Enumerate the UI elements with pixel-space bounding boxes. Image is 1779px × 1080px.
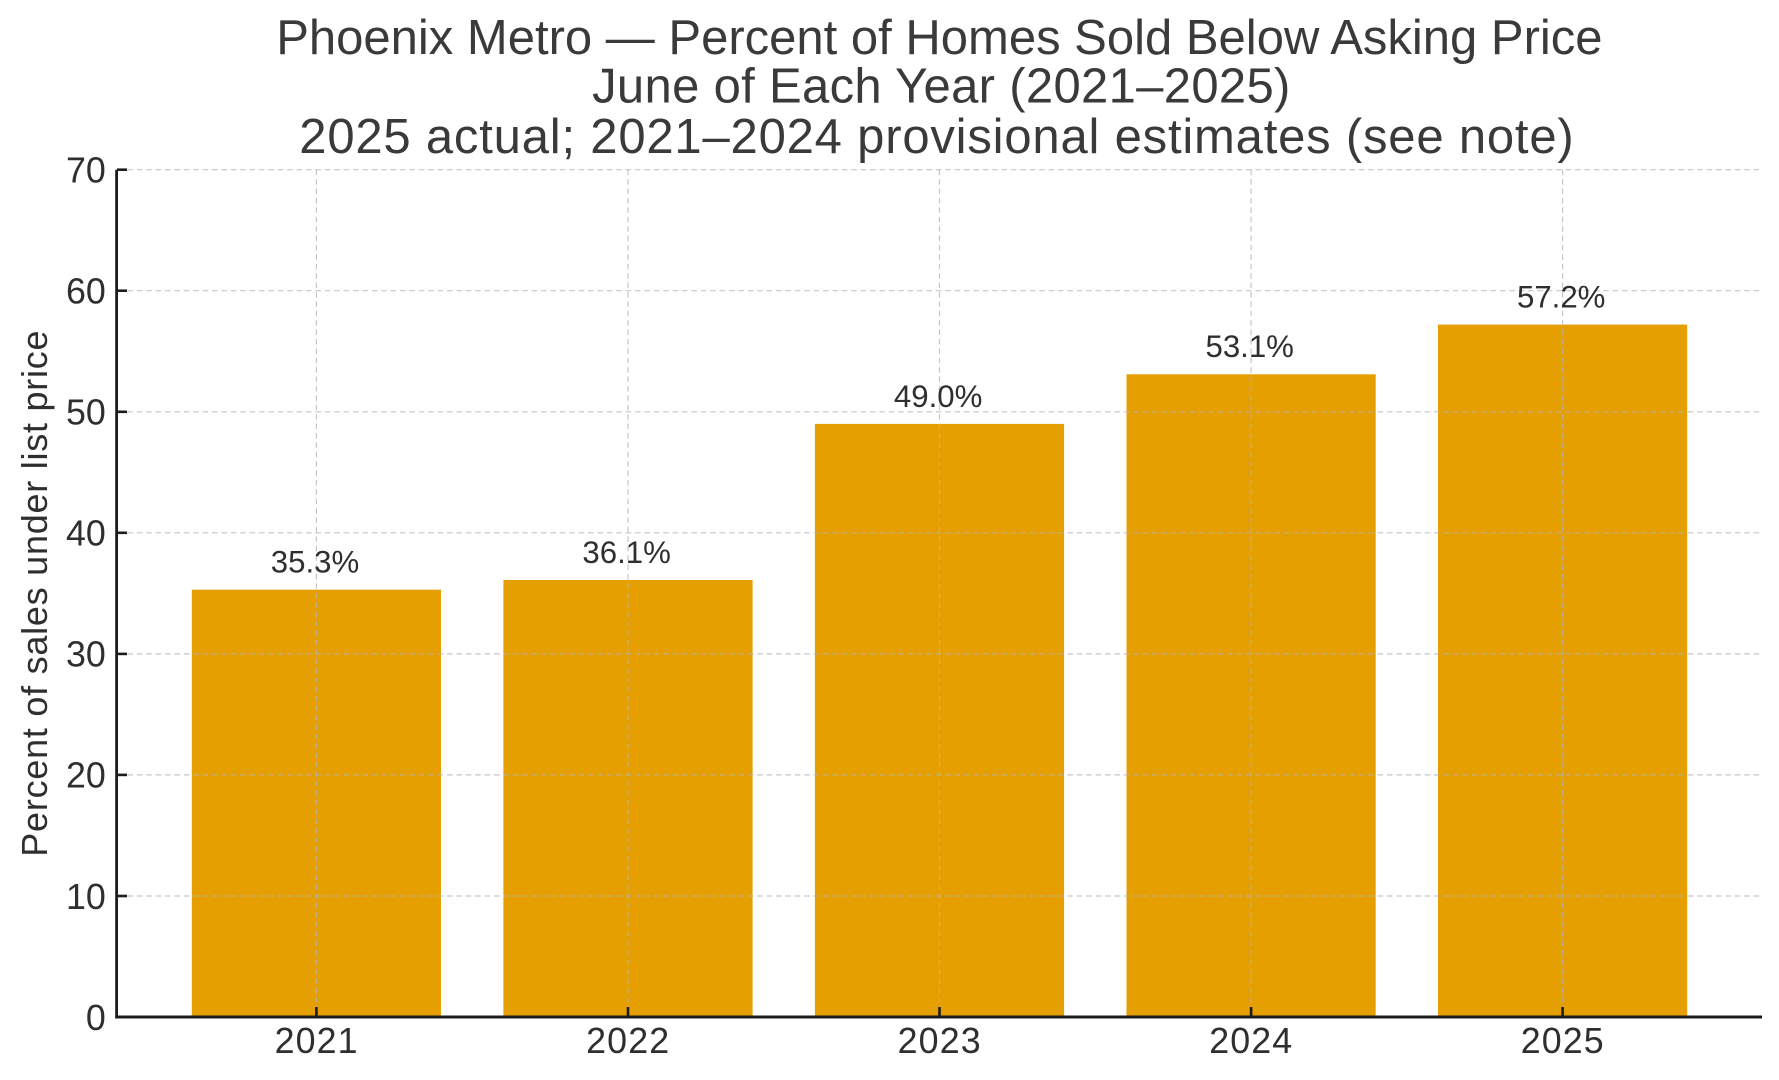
svg-text:Phoenix Metro — Percent of Hom: Phoenix Metro — Percent of Homes Sold Be… xyxy=(276,11,1602,65)
svg-text:35.3%: 35.3% xyxy=(271,545,359,580)
svg-text:June of Each Year (2021–2025): June of Each Year (2021–2025) xyxy=(592,60,1291,114)
svg-text:2022: 2022 xyxy=(586,1021,670,1061)
svg-text:30: 30 xyxy=(66,635,106,675)
svg-text:2025: 2025 xyxy=(1521,1021,1605,1061)
svg-text:49.0%: 49.0% xyxy=(894,379,982,414)
svg-text:60: 60 xyxy=(66,272,106,312)
svg-text:70: 70 xyxy=(66,151,106,191)
svg-text:2021: 2021 xyxy=(275,1021,359,1061)
svg-text:10: 10 xyxy=(66,877,106,917)
svg-text:2025 actual; 2021–2024 provisi: 2025 actual; 2021–2024 provisional estim… xyxy=(299,110,1574,164)
svg-text:2023: 2023 xyxy=(898,1021,982,1061)
svg-text:50: 50 xyxy=(66,393,106,433)
svg-text:Percent of sales under list pr: Percent of sales under list price xyxy=(14,330,55,857)
svg-text:57.2%: 57.2% xyxy=(1517,280,1605,315)
svg-text:36.1%: 36.1% xyxy=(582,535,670,570)
svg-text:2024: 2024 xyxy=(1209,1021,1293,1061)
svg-text:53.1%: 53.1% xyxy=(1205,329,1293,364)
svg-text:0: 0 xyxy=(86,998,106,1038)
svg-text:40: 40 xyxy=(66,514,106,554)
svg-text:20: 20 xyxy=(66,756,106,796)
